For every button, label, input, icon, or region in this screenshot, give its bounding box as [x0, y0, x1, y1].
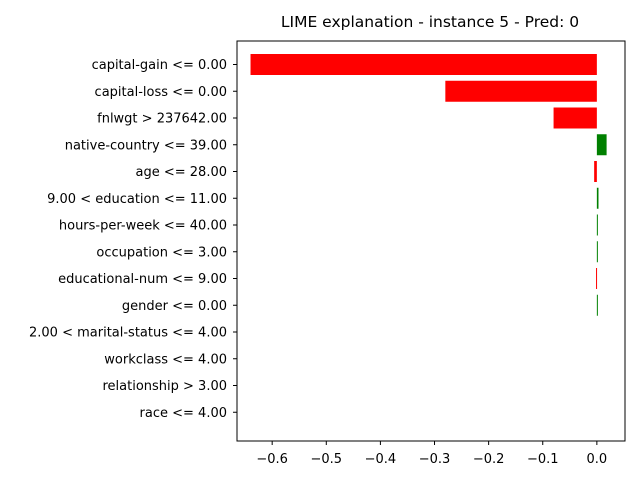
- x-axis-ticks: −0.6 −0.5 −0.4 −0.3 −0.2 −0.1 0.0: [256, 441, 607, 467]
- bar: [596, 294, 598, 316]
- bar: [250, 54, 597, 75]
- y-tick-label: capital-gain <= 0.00: [92, 58, 227, 73]
- bar: [596, 214, 598, 236]
- x-tick-label: −0.2: [473, 452, 505, 467]
- x-tick-label: −0.3: [419, 452, 451, 467]
- plot-frame: [236, 40, 626, 442]
- y-tick-label: relationship > 3.00: [102, 379, 227, 394]
- y-tick-label: age <= 28.00: [136, 165, 227, 180]
- bar: [553, 107, 597, 129]
- bars-group: [250, 54, 607, 316]
- bar: [594, 161, 597, 182]
- y-tick-label: gender <= 0.00: [122, 299, 227, 314]
- y-tick-label: native-country <= 39.00: [65, 138, 227, 153]
- y-tick-label: race <= 4.00: [140, 406, 227, 421]
- y-tick-label: fnlwgt > 237642.00: [97, 112, 227, 127]
- y-tick-label: educational-num <= 9.00: [58, 272, 227, 287]
- y-tick-label: 2.00 < marital-status <= 4.00: [29, 326, 227, 341]
- bar: [596, 187, 599, 209]
- y-tick-label: occupation <= 3.00: [96, 245, 227, 260]
- x-tick-label: −0.1: [527, 452, 559, 467]
- x-tick-label: 0.0: [587, 452, 608, 467]
- chart-title: LIME explanation - instance 5 - Pred: 0: [281, 13, 579, 31]
- y-tick-label: workclass <= 4.00: [104, 352, 227, 367]
- x-tick-label: −0.6: [256, 452, 288, 467]
- y-tick-label: hours-per-week <= 40.00: [59, 219, 227, 234]
- bar: [596, 134, 607, 156]
- y-axis-ticks: capital-gain <= 0.00 capital-loss <= 0.00…: [29, 58, 237, 421]
- x-tick-label: −0.5: [310, 452, 342, 467]
- y-tick-label: 9.00 < education <= 11.00: [47, 192, 227, 207]
- y-tick-label: capital-loss <= 0.00: [95, 85, 227, 100]
- bar: [445, 80, 597, 102]
- x-tick-label: −0.4: [365, 452, 397, 467]
- bar: [596, 241, 598, 263]
- bar: [596, 268, 598, 289]
